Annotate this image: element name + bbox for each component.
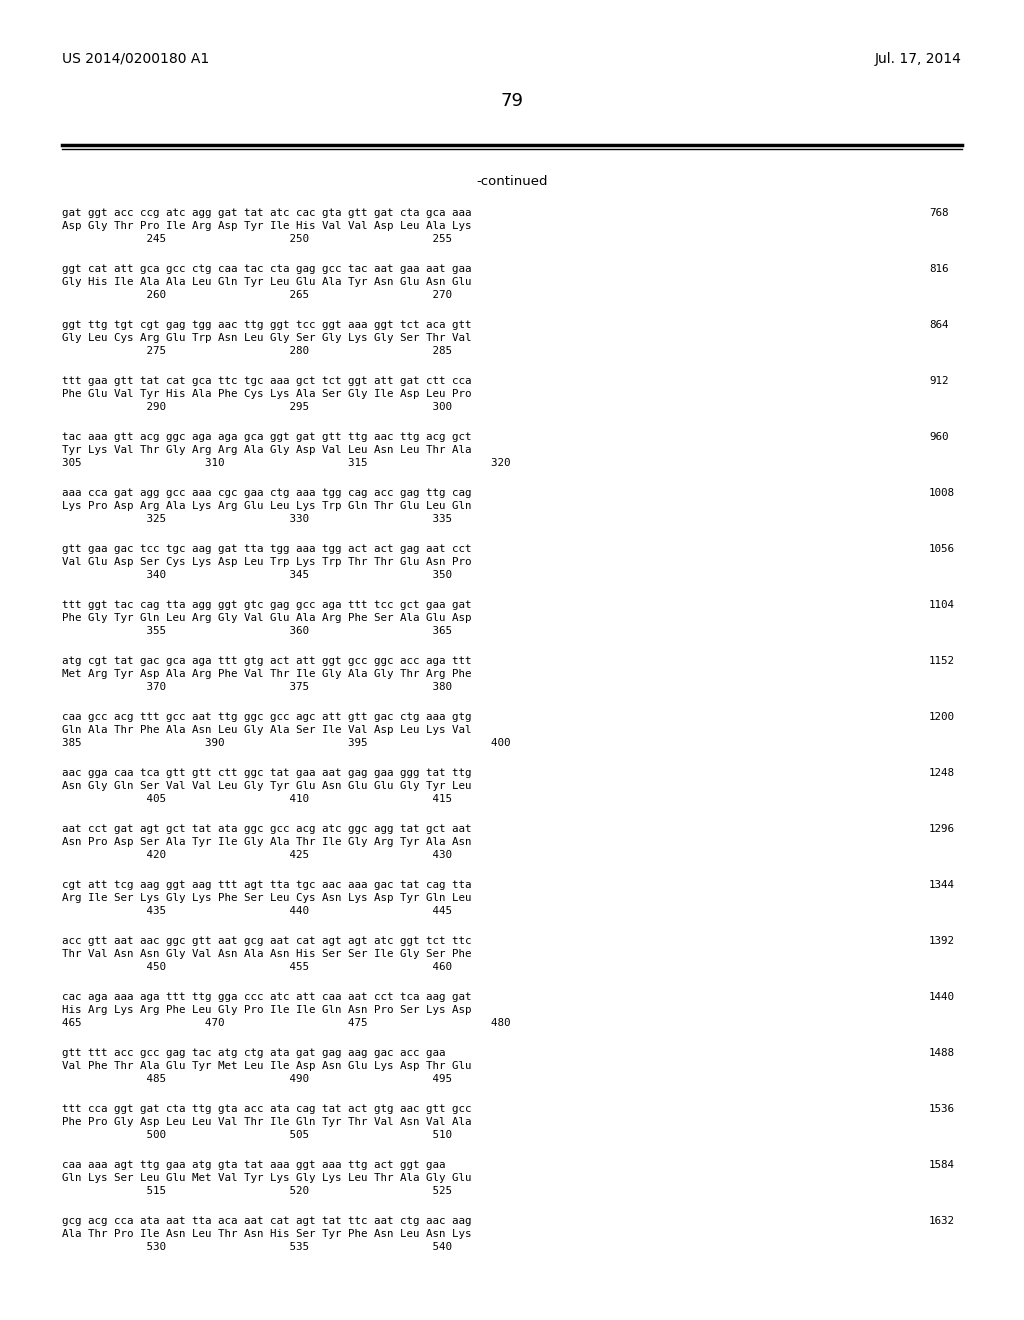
Text: ggt ttg tgt cgt gag tgg aac ttg ggt tcc ggt aaa ggt tct aca gtt: ggt ttg tgt cgt gag tgg aac ttg ggt tcc … bbox=[62, 319, 471, 330]
Text: Phe Gly Tyr Gln Leu Arg Gly Val Glu Ala Arg Phe Ser Ala Glu Asp: Phe Gly Tyr Gln Leu Arg Gly Val Glu Ala … bbox=[62, 612, 471, 623]
Text: 1104: 1104 bbox=[929, 601, 955, 610]
Text: 485                   490                   495: 485 490 495 bbox=[62, 1074, 452, 1084]
Text: 260                   265                   270: 260 265 270 bbox=[62, 290, 452, 300]
Text: 1152: 1152 bbox=[929, 656, 955, 667]
Text: gtt ttt acc gcc gag tac atg ctg ata gat gag aag gac acc gaa: gtt ttt acc gcc gag tac atg ctg ata gat … bbox=[62, 1048, 445, 1059]
Text: atg cgt tat gac gca aga ttt gtg act att ggt gcc ggc acc aga ttt: atg cgt tat gac gca aga ttt gtg act att … bbox=[62, 656, 471, 667]
Text: Val Glu Asp Ser Cys Lys Asp Leu Trp Lys Trp Thr Thr Glu Asn Pro: Val Glu Asp Ser Cys Lys Asp Leu Trp Lys … bbox=[62, 557, 471, 568]
Text: cac aga aaa aga ttt ttg gga ccc atc att caa aat cct tca aag gat: cac aga aaa aga ttt ttg gga ccc atc att … bbox=[62, 993, 471, 1002]
Text: aaa cca gat agg gcc aaa cgc gaa ctg aaa tgg cag acc gag ttg cag: aaa cca gat agg gcc aaa cgc gaa ctg aaa … bbox=[62, 488, 471, 498]
Text: His Arg Lys Arg Phe Leu Gly Pro Ile Ile Gln Asn Pro Ser Lys Asp: His Arg Lys Arg Phe Leu Gly Pro Ile Ile … bbox=[62, 1005, 471, 1015]
Text: 370                   375                   380: 370 375 380 bbox=[62, 682, 452, 692]
Text: aat cct gat agt gct tat ata ggc gcc acg atc ggc agg tat gct aat: aat cct gat agt gct tat ata ggc gcc acg … bbox=[62, 824, 471, 834]
Text: 1632: 1632 bbox=[929, 1216, 955, 1226]
Text: 515                   520                   525: 515 520 525 bbox=[62, 1185, 452, 1196]
Text: ttt cca ggt gat cta ttg gta acc ata cag tat act gtg aac gtt gcc: ttt cca ggt gat cta ttg gta acc ata cag … bbox=[62, 1104, 471, 1114]
Text: 1296: 1296 bbox=[929, 824, 955, 834]
Text: 1008: 1008 bbox=[929, 488, 955, 498]
Text: 325                   330                   335: 325 330 335 bbox=[62, 513, 452, 524]
Text: 768: 768 bbox=[929, 209, 948, 218]
Text: 816: 816 bbox=[929, 264, 948, 275]
Text: Gly Leu Cys Arg Glu Trp Asn Leu Gly Ser Gly Lys Gly Ser Thr Val: Gly Leu Cys Arg Glu Trp Asn Leu Gly Ser … bbox=[62, 333, 471, 343]
Text: Gly His Ile Ala Ala Leu Gln Tyr Leu Glu Ala Tyr Asn Glu Asn Glu: Gly His Ile Ala Ala Leu Gln Tyr Leu Glu … bbox=[62, 277, 471, 286]
Text: 500                   505                   510: 500 505 510 bbox=[62, 1130, 452, 1140]
Text: Jul. 17, 2014: Jul. 17, 2014 bbox=[876, 51, 962, 66]
Text: 1440: 1440 bbox=[929, 993, 955, 1002]
Text: 1488: 1488 bbox=[929, 1048, 955, 1059]
Text: 1344: 1344 bbox=[929, 880, 955, 890]
Text: 1056: 1056 bbox=[929, 544, 955, 554]
Text: ttt gaa gtt tat cat gca ttc tgc aaa gct tct ggt att gat ctt cca: ttt gaa gtt tat cat gca ttc tgc aaa gct … bbox=[62, 376, 471, 385]
Text: 355                   360                   365: 355 360 365 bbox=[62, 626, 452, 636]
Text: 435                   440                   445: 435 440 445 bbox=[62, 906, 452, 916]
Text: 420                   425                   430: 420 425 430 bbox=[62, 850, 452, 861]
Text: 405                   410                   415: 405 410 415 bbox=[62, 795, 452, 804]
Text: Gln Ala Thr Phe Ala Asn Leu Gly Ala Ser Ile Val Asp Leu Lys Val: Gln Ala Thr Phe Ala Asn Leu Gly Ala Ser … bbox=[62, 725, 471, 735]
Text: 1584: 1584 bbox=[929, 1160, 955, 1170]
Text: 340                   345                   350: 340 345 350 bbox=[62, 570, 452, 579]
Text: tac aaa gtt acg ggc aga aga gca ggt gat gtt ttg aac ttg acg gct: tac aaa gtt acg ggc aga aga gca ggt gat … bbox=[62, 432, 471, 442]
Text: 1248: 1248 bbox=[929, 768, 955, 777]
Text: 290                   295                   300: 290 295 300 bbox=[62, 403, 452, 412]
Text: 1392: 1392 bbox=[929, 936, 955, 946]
Text: acc gtt aat aac ggc gtt aat gcg aat cat agt agt atc ggt tct ttc: acc gtt aat aac ggc gtt aat gcg aat cat … bbox=[62, 936, 471, 946]
Text: 960: 960 bbox=[929, 432, 948, 442]
Text: Asn Gly Gln Ser Val Val Leu Gly Tyr Glu Asn Glu Glu Gly Tyr Leu: Asn Gly Gln Ser Val Val Leu Gly Tyr Glu … bbox=[62, 781, 471, 791]
Text: 450                   455                   460: 450 455 460 bbox=[62, 962, 452, 972]
Text: ttt ggt tac cag tta agg ggt gtc gag gcc aga ttt tcc gct gaa gat: ttt ggt tac cag tta agg ggt gtc gag gcc … bbox=[62, 601, 471, 610]
Text: -continued: -continued bbox=[476, 176, 548, 187]
Text: Met Arg Tyr Asp Ala Arg Phe Val Thr Ile Gly Ala Gly Thr Arg Phe: Met Arg Tyr Asp Ala Arg Phe Val Thr Ile … bbox=[62, 669, 471, 678]
Text: 79: 79 bbox=[501, 92, 523, 110]
Text: 275                   280                   285: 275 280 285 bbox=[62, 346, 452, 356]
Text: Arg Ile Ser Lys Gly Lys Phe Ser Leu Cys Asn Lys Asp Tyr Gln Leu: Arg Ile Ser Lys Gly Lys Phe Ser Leu Cys … bbox=[62, 894, 471, 903]
Text: 465                   470                   475                   480: 465 470 475 480 bbox=[62, 1018, 511, 1028]
Text: ggt cat att gca gcc ctg caa tac cta gag gcc tac aat gaa aat gaa: ggt cat att gca gcc ctg caa tac cta gag … bbox=[62, 264, 471, 275]
Text: 245                   250                   255: 245 250 255 bbox=[62, 234, 452, 244]
Text: Phe Pro Gly Asp Leu Leu Val Thr Ile Gln Tyr Thr Val Asn Val Ala: Phe Pro Gly Asp Leu Leu Val Thr Ile Gln … bbox=[62, 1117, 471, 1127]
Text: gtt gaa gac tcc tgc aag gat tta tgg aaa tgg act act gag aat cct: gtt gaa gac tcc tgc aag gat tta tgg aaa … bbox=[62, 544, 471, 554]
Text: cgt att tcg aag ggt aag ttt agt tta tgc aac aaa gac tat cag tta: cgt att tcg aag ggt aag ttt agt tta tgc … bbox=[62, 880, 471, 890]
Text: Ala Thr Pro Ile Asn Leu Thr Asn His Ser Tyr Phe Asn Leu Asn Lys: Ala Thr Pro Ile Asn Leu Thr Asn His Ser … bbox=[62, 1229, 471, 1239]
Text: Asp Gly Thr Pro Ile Arg Asp Tyr Ile His Val Val Asp Leu Ala Lys: Asp Gly Thr Pro Ile Arg Asp Tyr Ile His … bbox=[62, 220, 471, 231]
Text: 1536: 1536 bbox=[929, 1104, 955, 1114]
Text: aac gga caa tca gtt gtt ctt ggc tat gaa aat gag gaa ggg tat ttg: aac gga caa tca gtt gtt ctt ggc tat gaa … bbox=[62, 768, 471, 777]
Text: caa aaa agt ttg gaa atg gta tat aaa ggt aaa ttg act ggt gaa: caa aaa agt ttg gaa atg gta tat aaa ggt … bbox=[62, 1160, 445, 1170]
Text: Phe Glu Val Tyr His Ala Phe Cys Lys Ala Ser Gly Ile Asp Leu Pro: Phe Glu Val Tyr His Ala Phe Cys Lys Ala … bbox=[62, 389, 471, 399]
Text: 530                   535                   540: 530 535 540 bbox=[62, 1242, 452, 1251]
Text: Thr Val Asn Asn Gly Val Asn Ala Asn His Ser Ser Ile Gly Ser Phe: Thr Val Asn Asn Gly Val Asn Ala Asn His … bbox=[62, 949, 471, 960]
Text: gat ggt acc ccg atc agg gat tat atc cac gta gtt gat cta gca aaa: gat ggt acc ccg atc agg gat tat atc cac … bbox=[62, 209, 471, 218]
Text: 1200: 1200 bbox=[929, 711, 955, 722]
Text: 385                   390                   395                   400: 385 390 395 400 bbox=[62, 738, 511, 748]
Text: Tyr Lys Val Thr Gly Arg Arg Ala Gly Asp Val Leu Asn Leu Thr Ala: Tyr Lys Val Thr Gly Arg Arg Ala Gly Asp … bbox=[62, 445, 471, 455]
Text: gcg acg cca ata aat tta aca aat cat agt tat ttc aat ctg aac aag: gcg acg cca ata aat tta aca aat cat agt … bbox=[62, 1216, 471, 1226]
Text: Asn Pro Asp Ser Ala Tyr Ile Gly Ala Thr Ile Gly Arg Tyr Ala Asn: Asn Pro Asp Ser Ala Tyr Ile Gly Ala Thr … bbox=[62, 837, 471, 847]
Text: 864: 864 bbox=[929, 319, 948, 330]
Text: Lys Pro Asp Arg Ala Lys Arg Glu Leu Lys Trp Gln Thr Glu Leu Gln: Lys Pro Asp Arg Ala Lys Arg Glu Leu Lys … bbox=[62, 502, 471, 511]
Text: caa gcc acg ttt gcc aat ttg ggc gcc agc att gtt gac ctg aaa gtg: caa gcc acg ttt gcc aat ttg ggc gcc agc … bbox=[62, 711, 471, 722]
Text: Gln Lys Ser Leu Glu Met Val Tyr Lys Gly Lys Leu Thr Ala Gly Glu: Gln Lys Ser Leu Glu Met Val Tyr Lys Gly … bbox=[62, 1173, 471, 1183]
Text: US 2014/0200180 A1: US 2014/0200180 A1 bbox=[62, 51, 209, 66]
Text: 912: 912 bbox=[929, 376, 948, 385]
Text: 305                   310                   315                   320: 305 310 315 320 bbox=[62, 458, 511, 469]
Text: Val Phe Thr Ala Glu Tyr Met Leu Ile Asp Asn Glu Lys Asp Thr Glu: Val Phe Thr Ala Glu Tyr Met Leu Ile Asp … bbox=[62, 1061, 471, 1071]
